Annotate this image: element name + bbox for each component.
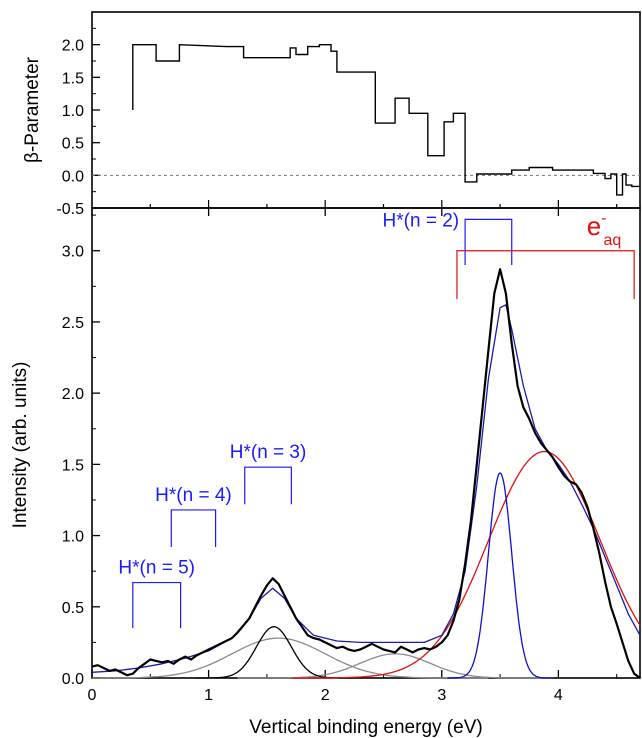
bottom-x-tick-label: 1 [204,687,213,704]
state-label: H*(n = 2) [383,210,460,231]
bottom-y-tick-label: 1.0 [62,529,84,546]
bottom-y-tick-label: 1.5 [62,457,84,474]
bottom-x-tick-label: 2 [321,687,330,704]
bottom-y-tick-label: 0.0 [62,671,84,688]
bottom-y-tick-label: 3.0 [62,244,84,261]
hydrated-electron-superscript: - [601,210,606,227]
top-y-tick-label: 1.5 [62,70,84,87]
bottom-y-tick-label: 2.5 [62,315,84,332]
top-y-axis-label: β-Parameter [22,56,43,163]
state-bracket [244,466,292,505]
state-bracket [464,218,513,265]
state-bracket [132,581,182,629]
bottom-x-axis: 0 1 2 3 4 [88,208,618,704]
bottom-x-axis-label: Vertical binding energy (eV) [249,717,482,738]
hydrated-electron-symbol: e [587,211,601,241]
bottom-y-tick-label: 2.0 [62,386,84,403]
gaussian-component-line [237,653,553,679]
state-label: H*(n = 5) [118,558,195,579]
gaussian-component-line [92,637,489,679]
bottom-x-tick-label: 3 [437,687,446,704]
measured-spectrum-line [91,268,641,679]
state-brackets: H*(n = 5) H*(n = 4) H*(n = 3) H*(n = 2) e- aq [118,210,635,629]
hydrated-electron-subscript: aq [604,232,622,249]
gaussian-component-line [292,450,641,679]
bottom-y-axis: 0.0 0.5 1.0 1.5 2.0 2.5 3.0 [62,214,100,688]
beta-parameter-panel: 2.0 1.5 1.0 0.5 0.0 -0.5 β-Parameter [22,11,641,218]
gaussian-component-line [195,626,353,679]
bottom-x-tick-label: 4 [554,687,563,704]
top-plot-frame [91,11,641,209]
top-y-tick-label: 2.0 [62,38,84,55]
state-label: H*(n = 3) [230,442,307,463]
bottom-y-axis-label: Intensity (arb. units) [10,362,31,529]
state-label: H*(n = 4) [155,485,232,506]
state-bracket [456,250,635,300]
top-y-tick-label: 0.0 [62,168,84,185]
spectrum-series [91,268,641,679]
top-y-axis: 2.0 1.5 1.0 0.5 0.0 -0.5 [56,27,100,218]
hydrated-electron-label: e- aq [587,210,622,249]
top-y-tick-label: 0.5 [62,136,84,153]
gaussian-component-line [447,472,553,679]
beta-parameter-step-line [132,43,640,196]
state-bracket [170,509,217,547]
bottom-x-tick-label: 0 [88,687,97,704]
bottom-y-tick-label: 0.5 [62,600,84,617]
bottom-plot-frame [91,207,641,679]
top-y-tick-label: -0.5 [56,201,84,218]
top-y-tick-label: 1.0 [62,103,84,120]
top-x-axis [149,200,618,208]
